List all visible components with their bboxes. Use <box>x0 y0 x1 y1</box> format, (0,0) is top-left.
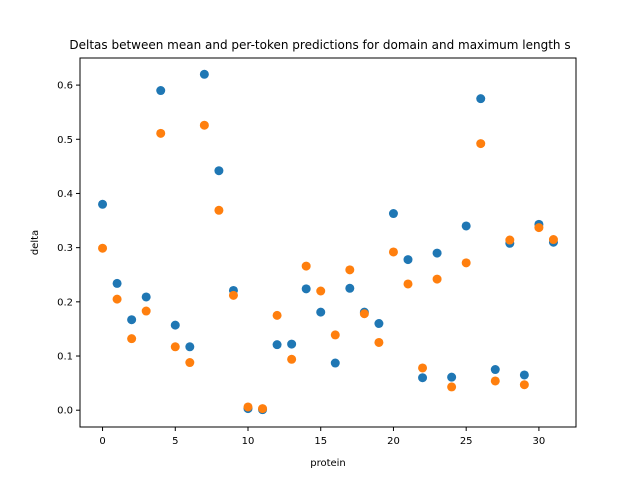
data-point-series-2 <box>505 235 515 245</box>
data-point-series-1 <box>476 94 486 104</box>
data-point-series-1 <box>287 339 297 349</box>
data-point-series-2 <box>330 330 340 340</box>
y-tick-label: 0.2 <box>57 297 73 308</box>
x-axis-label: protein <box>310 458 346 469</box>
x-axis: 0 5 10 15 20 25 30 <box>99 427 545 447</box>
data-point-series-2 <box>548 235 558 245</box>
data-point-series-1 <box>519 370 529 380</box>
y-tick-label: 0.3 <box>57 243 73 254</box>
data-point-series-1 <box>199 69 209 79</box>
chart-title: Deltas between mean and per-token predic… <box>69 38 570 52</box>
x-tick-label: 10 <box>242 436 255 447</box>
y-axis: 0.0 0.1 0.2 0.3 0.4 0.5 0.6 <box>57 81 80 417</box>
data-point-series-1 <box>461 221 471 231</box>
data-point-series-1 <box>316 307 326 317</box>
data-point-series-2 <box>141 306 151 316</box>
data-point-series-2 <box>374 337 384 347</box>
data-point-series-1 <box>432 248 442 258</box>
plot-area-frame <box>79 57 577 428</box>
data-point-series-1 <box>301 284 311 294</box>
data-point-series-1 <box>112 278 122 288</box>
data-point-series-2 <box>388 247 398 257</box>
y-tick-label: 0.0 <box>57 406 73 417</box>
data-point-series-2 <box>461 258 471 268</box>
data-point-series-1 <box>388 209 398 219</box>
data-point-series-1 <box>330 358 340 368</box>
data-point-series-1 <box>127 315 137 325</box>
data-point-series-1 <box>98 199 108 209</box>
x-tick-label: 20 <box>387 436 400 447</box>
data-point-series-2 <box>243 402 253 412</box>
data-point-series-1 <box>141 292 151 302</box>
data-point-series-1 <box>345 283 355 293</box>
data-point-series-2 <box>490 376 500 386</box>
data-point-series-1 <box>214 166 224 176</box>
data-point-series-1 <box>403 255 413 265</box>
data-points <box>98 69 558 415</box>
data-point-series-1 <box>418 373 428 383</box>
x-tick-label: 30 <box>533 436 546 447</box>
data-point-series-1 <box>156 86 166 96</box>
data-point-series-2 <box>316 286 326 296</box>
x-tick-label: 0 <box>99 436 105 447</box>
data-point-series-2 <box>112 294 122 304</box>
data-point-series-2 <box>228 290 238 300</box>
data-point-series-2 <box>272 310 282 320</box>
data-point-series-1 <box>272 340 282 350</box>
data-point-series-2 <box>258 404 268 414</box>
data-point-series-2 <box>214 205 224 215</box>
x-tick-label: 15 <box>314 436 327 447</box>
data-point-series-2 <box>519 380 529 390</box>
data-point-series-1 <box>170 320 180 330</box>
data-point-series-1 <box>374 319 384 329</box>
x-tick-label: 25 <box>460 436 473 447</box>
data-point-series-2 <box>301 261 311 271</box>
data-point-series-2 <box>156 128 166 138</box>
data-point-series-1 <box>447 372 457 382</box>
data-point-series-2 <box>359 309 369 319</box>
y-tick-label: 0.5 <box>57 135 73 146</box>
x-tick-label: 5 <box>172 436 178 447</box>
data-point-series-2 <box>447 382 457 392</box>
data-point-series-1 <box>185 342 195 352</box>
data-point-series-2 <box>534 223 544 233</box>
data-point-series-2 <box>199 120 209 130</box>
data-point-series-2 <box>98 243 108 253</box>
data-point-series-2 <box>170 342 180 352</box>
data-point-series-2 <box>287 354 297 364</box>
data-point-series-2 <box>476 139 486 149</box>
data-point-series-2 <box>127 334 137 344</box>
data-point-series-1 <box>490 365 500 375</box>
data-point-series-2 <box>345 265 355 275</box>
y-tick-label: 0.1 <box>57 352 73 363</box>
y-tick-label: 0.6 <box>57 81 73 92</box>
data-point-series-2 <box>185 358 195 368</box>
y-axis-label: delta <box>30 230 41 255</box>
data-point-series-2 <box>403 279 413 289</box>
data-point-series-2 <box>418 363 428 373</box>
y-tick-label: 0.4 <box>57 189 73 200</box>
data-point-series-2 <box>432 274 442 284</box>
